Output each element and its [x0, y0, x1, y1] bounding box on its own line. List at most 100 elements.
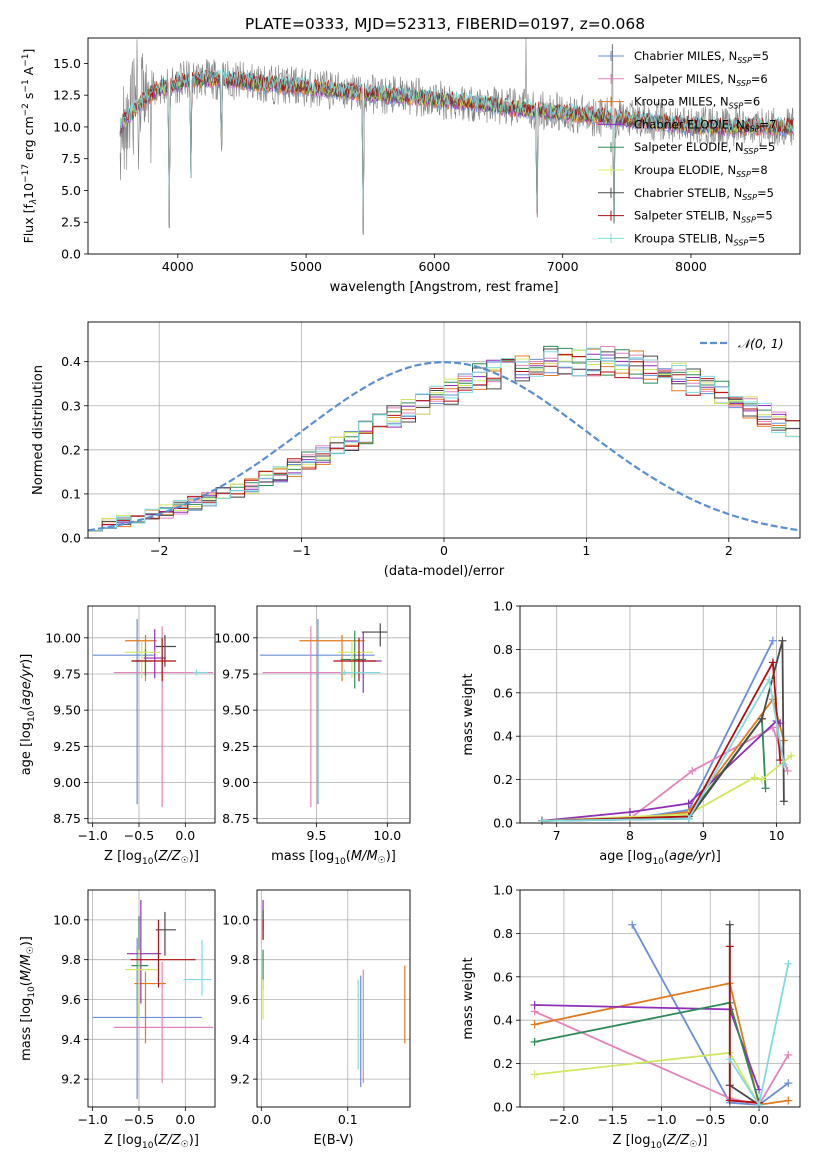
x-tick-label: −1.0 — [77, 828, 107, 843]
x-tick-label: −2.0 — [549, 1112, 579, 1127]
x-tick-label: 0.0 — [175, 1112, 195, 1127]
x-axis-label: wavelength [Angstrom, rest frame] — [330, 280, 559, 295]
axes-mass-vs-ebv: 0.0 0.1 9.2 9.4 9.6 9.8 10.0 — [222, 890, 410, 1127]
y-tick-label: 9.00 — [53, 775, 81, 790]
x-tick-label: 0.1 — [338, 1112, 358, 1127]
y-tick-label: 9.2 — [61, 1072, 81, 1087]
errorbars — [92, 619, 214, 808]
y-tick-label: 0.3 — [61, 398, 81, 413]
label-part: −17 — [21, 164, 31, 183]
x-tick-label: −0.5 — [124, 828, 154, 843]
x-tick-label: 4000 — [162, 259, 194, 274]
label-part: ( — [153, 849, 158, 864]
weight-lines — [537, 636, 796, 825]
axes-mass-vs-Z: −1.0 −0.5 0.0 9.2 9.4 9.6 9.8 10.0 — [53, 890, 215, 1127]
y-tick-label: 0.0 — [61, 531, 81, 546]
label-part: erg cm — [21, 116, 36, 164]
x-tick-label: 8000 — [675, 259, 707, 274]
label-part: 10 — [142, 1141, 154, 1151]
label-part: M/M — [19, 954, 34, 981]
x-axis-label: E(B-V) — [313, 1133, 353, 1148]
label-part: )] — [697, 1133, 707, 1148]
y-tick-label: 8.75 — [53, 811, 81, 826]
y-axis-label: mass weight — [461, 673, 476, 755]
y-tick-label: 9.50 — [53, 703, 81, 718]
gaussian-curve — [88, 360, 800, 532]
legend-label: Salpeter MILES, NSSP=6 — [634, 72, 768, 88]
y-tick-label: 0.8 — [493, 926, 513, 941]
label-part: −1 — [21, 54, 31, 67]
histogram-step — [88, 347, 800, 532]
label-part: ☉ — [181, 1140, 189, 1150]
label-part: =5 — [748, 231, 765, 245]
legend-label: Chabrier STELIB, NSSP=5 — [634, 186, 774, 202]
y-tick-label: 10.00 — [214, 630, 250, 645]
x-tick-label: 8 — [626, 828, 634, 843]
y-tick-label: 0.2 — [493, 1056, 513, 1071]
label-part: SSP — [744, 147, 759, 156]
label-part: age/yr — [19, 662, 34, 705]
histogram-step — [88, 346, 800, 532]
y-tick-label: 9.8 — [61, 952, 81, 967]
axes-age-vs-Z: −1.0 −0.5 0.0 8.75 9.00 9.25 9.50 9.75 10.00 — [45, 606, 215, 843]
label-part: 10 — [27, 710, 37, 722]
label-part: 10 — [334, 857, 346, 867]
histogram-step — [88, 349, 800, 532]
label-part: Z [log — [104, 849, 142, 864]
label-part: )] — [19, 936, 34, 946]
label-part: M/M — [351, 849, 378, 864]
label-part: s — [21, 93, 36, 104]
weight-lines — [530, 920, 793, 1109]
axes-spectrum: 4000 5000 6000 7000 8000 0.0 2.5 5.0 7.5 10.0 12.5… — [53, 56, 707, 274]
y-tick-label: 0.0 — [61, 247, 81, 262]
y-tick-label: 7.5 — [61, 151, 81, 166]
label-part: 10 — [650, 1141, 662, 1151]
label-part: )] — [711, 849, 721, 864]
legend-label: Kroupa ELODIE, NSSP=8 — [634, 163, 768, 179]
errorbars — [92, 899, 214, 1100]
weight-line — [541, 716, 767, 822]
axes-frame — [87, 605, 216, 824]
weight-line — [631, 924, 789, 1106]
label-part: ☉ — [689, 1140, 697, 1150]
label-part: ☉ — [26, 946, 36, 954]
x-tick-label: 7 — [553, 828, 561, 843]
x-axis-label: Z [log10(Z/Z☉)] — [104, 1133, 199, 1151]
x-tick-label: −1 — [292, 543, 310, 558]
label-part: Z/Z — [158, 849, 182, 864]
y-tick-label: 0.1 — [61, 486, 81, 501]
label-part: =6 — [743, 95, 760, 109]
axes-frame — [87, 37, 801, 255]
label-part: A — [21, 66, 36, 79]
y-tick-label: 0.6 — [493, 969, 513, 984]
y-tick-label: 10.0 — [53, 912, 81, 927]
weight-line — [534, 982, 789, 1106]
label-part: age/yr — [669, 849, 712, 864]
y-tick-label: 12.5 — [53, 88, 81, 103]
label-part: λ — [29, 199, 39, 205]
label-part: ( — [153, 1133, 158, 1148]
label-part: ( — [664, 849, 669, 864]
weight-line — [541, 677, 785, 822]
axes-frame — [519, 605, 801, 824]
y-axis-label: Flux [fλ10−17 erg cm−2 s−1 A−1] — [21, 49, 39, 244]
y-tick-label: 8.75 — [222, 811, 250, 826]
y-tick-label: 1.0 — [493, 883, 513, 898]
x-tick-label: 6000 — [418, 259, 450, 274]
label-part: =8 — [751, 163, 768, 177]
y-tick-label: 10.00 — [45, 630, 81, 645]
label-part: SSP — [742, 193, 757, 202]
y-tick-label: 0.0 — [493, 816, 513, 831]
y-axis-label: mass weight — [461, 957, 476, 1039]
y-tick-label: 9.00 — [222, 775, 250, 790]
x-axis-label: Z [log10(Z/Z☉)] — [104, 849, 199, 867]
y-tick-label: 10.0 — [222, 912, 250, 927]
axes-residuals: −2 −1 0 1 2 0.0 0.1 0.2 0.3 0.4 — [61, 322, 800, 558]
label-part: ( — [19, 706, 34, 711]
x-tick-label: −0.5 — [124, 1112, 154, 1127]
label-part: SSP — [736, 79, 751, 88]
y-tick-label: 0.4 — [493, 1013, 513, 1028]
label-part: Z [log — [613, 1133, 651, 1148]
x-tick-label: 0 — [440, 543, 448, 558]
